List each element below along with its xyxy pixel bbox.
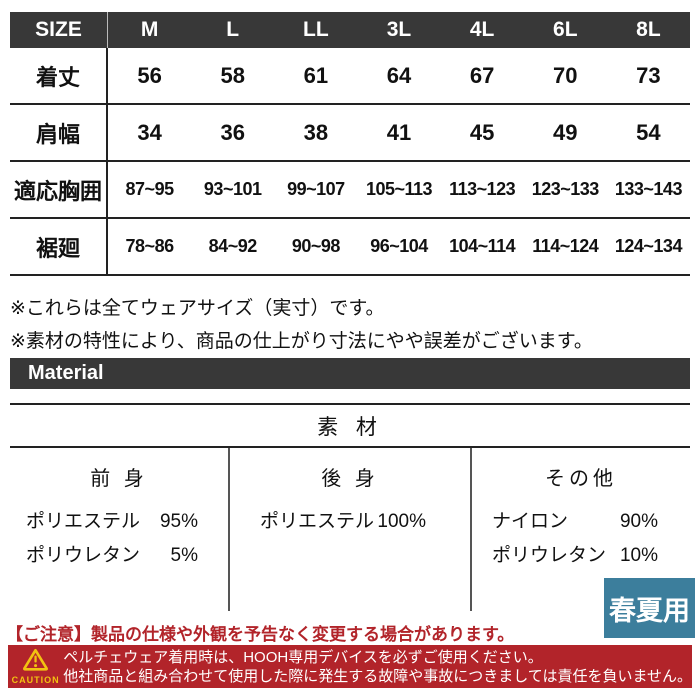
material-col-back: 後 身 ポリエステル 100%: [228, 448, 470, 611]
size-cell: 78~86: [125, 236, 175, 256]
material-col-other: その他 ナイロン 90% ポリウレタン 10%: [470, 448, 690, 611]
material-row: ポリウレタン 5%: [10, 539, 228, 573]
caution-line-1: ペルチェウェア着用時は、HOOH専用デバイスを必ずご使用ください。: [63, 648, 543, 666]
size-cell: 96~104: [370, 236, 428, 256]
size-cell: 104~114: [449, 236, 516, 256]
material-name: ポリエステル: [260, 511, 375, 532]
caution-line-2: 他社商品と組み合わせて使用した際に発生する故障や事故につきましては責任を負いませ…: [63, 667, 692, 685]
size-cell: 54: [636, 119, 661, 145]
size-cell: 45: [469, 119, 495, 145]
size-col-l: L: [226, 18, 240, 41]
size-cell: 133~143: [614, 179, 683, 199]
material-name: ポリエステル: [26, 511, 141, 532]
row-label: 着丈: [10, 48, 108, 103]
material-percent: 5%: [170, 545, 198, 566]
size-cell: 61: [303, 62, 329, 88]
caution-banner: CAUTION ペルチェウェア着用時は、HOOH専用デバイスを必ずご使用ください…: [8, 645, 692, 688]
row-label: 裾廻: [10, 219, 108, 274]
size-cell: 38: [303, 119, 329, 145]
material-row: ポリエステル 95%: [10, 505, 228, 539]
note-tolerance: ※素材の特性により、商品の仕上がり寸法にやや誤差がございます。: [10, 331, 593, 352]
caution-text: ペルチェウェア着用時は、HOOH専用デバイスを必ずご使用ください。 他社商品と組…: [63, 648, 692, 686]
material-section-header: Material: [10, 358, 690, 389]
size-cell: 73: [636, 62, 661, 88]
material-col-header: 前 身: [90, 468, 148, 490]
size-cell: 64: [386, 62, 412, 88]
size-cell: 67: [469, 62, 495, 88]
size-cell: 58: [220, 62, 245, 88]
size-table: SIZE M L LL 3L 4L 6L 8L 着丈 56 58 61 64 6…: [10, 12, 690, 276]
size-col-6l: 6L: [553, 18, 578, 41]
size-col-3l: 3L: [386, 18, 412, 41]
size-cell: 113~123: [449, 179, 516, 199]
material-percent: 90%: [619, 511, 658, 532]
size-col-4l: 4L: [469, 18, 495, 41]
size-table-header-row: SIZE M L LL 3L 4L 6L 8L: [10, 12, 690, 48]
material-percent: 100%: [377, 511, 426, 532]
size-cell: 84~92: [208, 236, 258, 256]
row-label: 適応胸囲: [10, 162, 108, 217]
caution-icon-label: CAUTION: [11, 675, 60, 685]
size-cell: 87~95: [125, 179, 175, 199]
caution-icon-block: CAUTION: [8, 648, 63, 685]
size-cell: 114~124: [532, 236, 599, 256]
material-name: ポリウレタン: [492, 545, 607, 566]
size-table-header-size: SIZE: [10, 12, 108, 48]
size-col-m: M: [140, 18, 159, 41]
size-cell: 70: [553, 62, 578, 88]
size-cell: 124~134: [614, 236, 683, 256]
size-cell: 56: [137, 62, 162, 88]
material-table: 素 材 前 身 ポリエステル 95% ポリウレタン 5% 後 身 ポリエステル …: [10, 403, 690, 611]
size-cell: 123~133: [531, 179, 600, 199]
material-name: ナイロン: [492, 511, 569, 532]
size-cell: 90~98: [291, 236, 341, 256]
material-percent: 10%: [619, 545, 658, 566]
row-label: 肩幅: [10, 105, 108, 160]
material-col-header: 後 身: [321, 468, 379, 490]
material-col-front: 前 身 ポリエステル 95% ポリウレタン 5%: [10, 448, 228, 611]
size-cell: 93~101: [203, 179, 262, 199]
material-title: 素 材: [10, 403, 690, 448]
warning-triangle-icon: [22, 648, 49, 675]
notice-text: 【ご注意】製品の仕様や外観を予告なく変更する場合があります。: [6, 625, 515, 644]
material-col-header: その他: [545, 468, 617, 490]
table-row-body-length: 着丈 56 58 61 64 67 70 73: [10, 48, 690, 105]
size-cell: 41: [386, 119, 412, 145]
size-notes: ※これらは全てウェアサイズ（実寸）です。 ※素材の特性により、商品の仕上がり寸法…: [10, 292, 690, 358]
size-cell: 49: [553, 119, 578, 145]
material-percent: 95%: [159, 511, 198, 532]
size-col-8l: 8L: [636, 18, 661, 41]
table-row-chest-range: 適応胸囲 87~95 93~101 99~107 105~113 113~123…: [10, 162, 690, 219]
size-col-ll: LL: [303, 18, 329, 41]
size-cell: 99~107: [287, 179, 345, 199]
size-cell: 36: [220, 119, 245, 145]
material-row: ポリエステル 100%: [230, 505, 470, 539]
material-row: ナイロン 90%: [472, 505, 690, 539]
size-cell: 34: [137, 119, 162, 145]
note-actual-size: ※これらは全てウェアサイズ（実寸）です。: [10, 298, 385, 319]
season-badge: 春夏用: [604, 578, 695, 638]
table-row-shoulder-width: 肩幅 34 36 38 41 45 49 54: [10, 105, 690, 162]
material-name: ポリウレタン: [26, 545, 141, 566]
table-row-hem-range: 裾廻 78~86 84~92 90~98 96~104 104~114 114~…: [10, 219, 690, 276]
material-row: ポリウレタン 10%: [472, 539, 690, 573]
size-cell: 105~113: [365, 179, 433, 199]
